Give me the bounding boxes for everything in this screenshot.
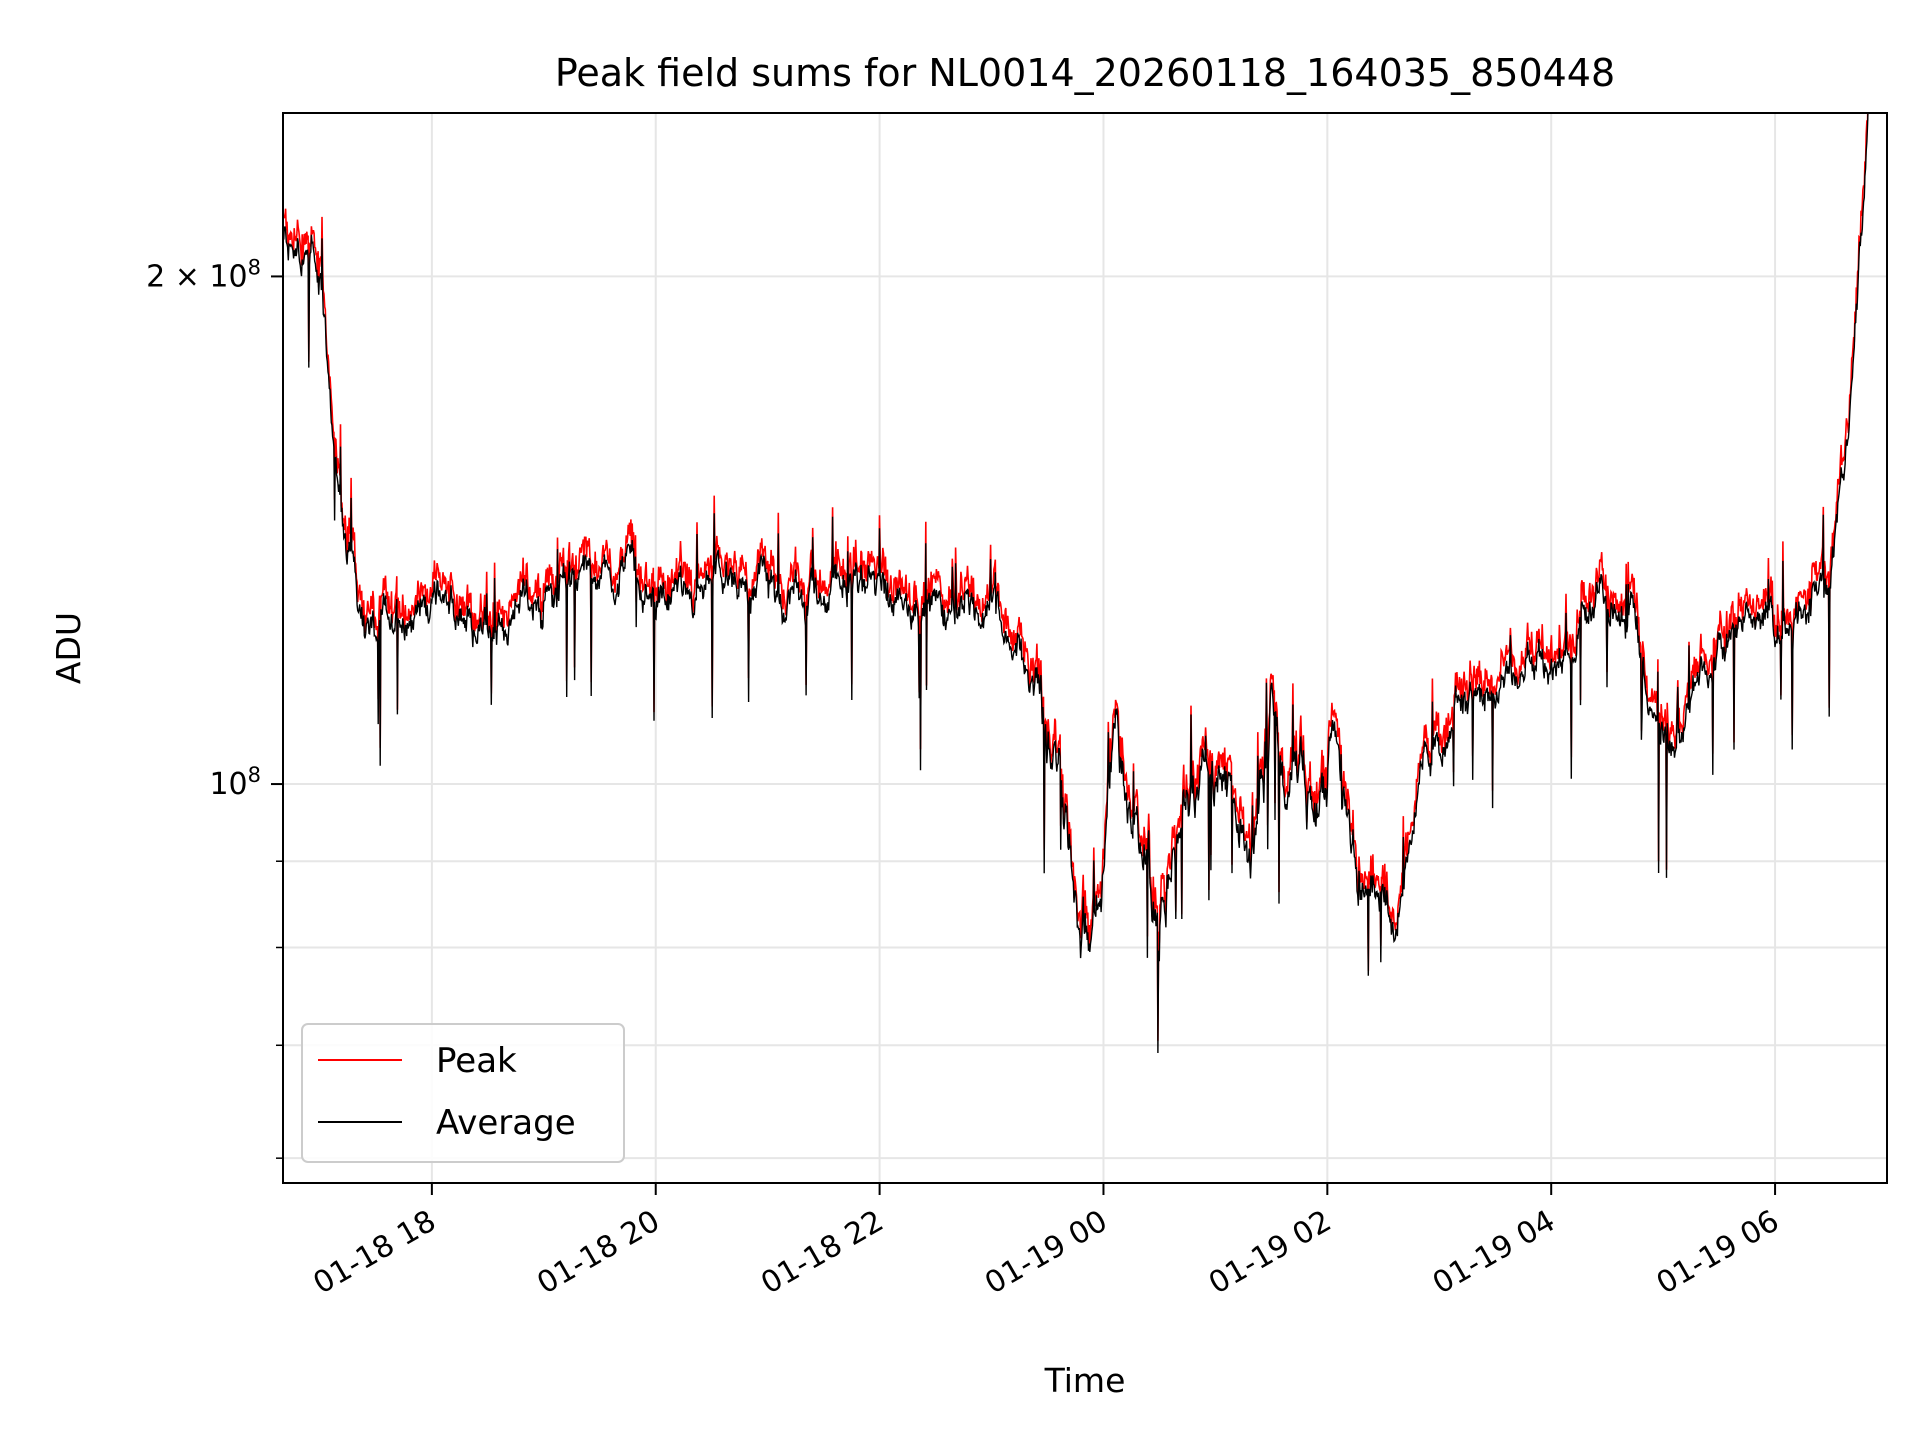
legend-label-average: Average — [436, 1103, 576, 1143]
plot-frame — [282, 112, 1888, 1184]
y-tick-label: 108 — [209, 763, 261, 802]
series-line-average — [283, 113, 1869, 1054]
x-axis-label: Time — [1044, 1361, 1126, 1400]
legend-box — [301, 1023, 625, 1163]
y-tick-label: 2 × 108 — [146, 255, 261, 294]
series-layer — [283, 113, 1869, 1054]
chart-title: Peak field sums for NL0014_20260118_1640… — [555, 51, 1615, 95]
y-axis-label: ADU — [49, 612, 88, 684]
legend-label-peak: Peak — [436, 1041, 517, 1081]
legend: Peak Average — [301, 1023, 625, 1163]
